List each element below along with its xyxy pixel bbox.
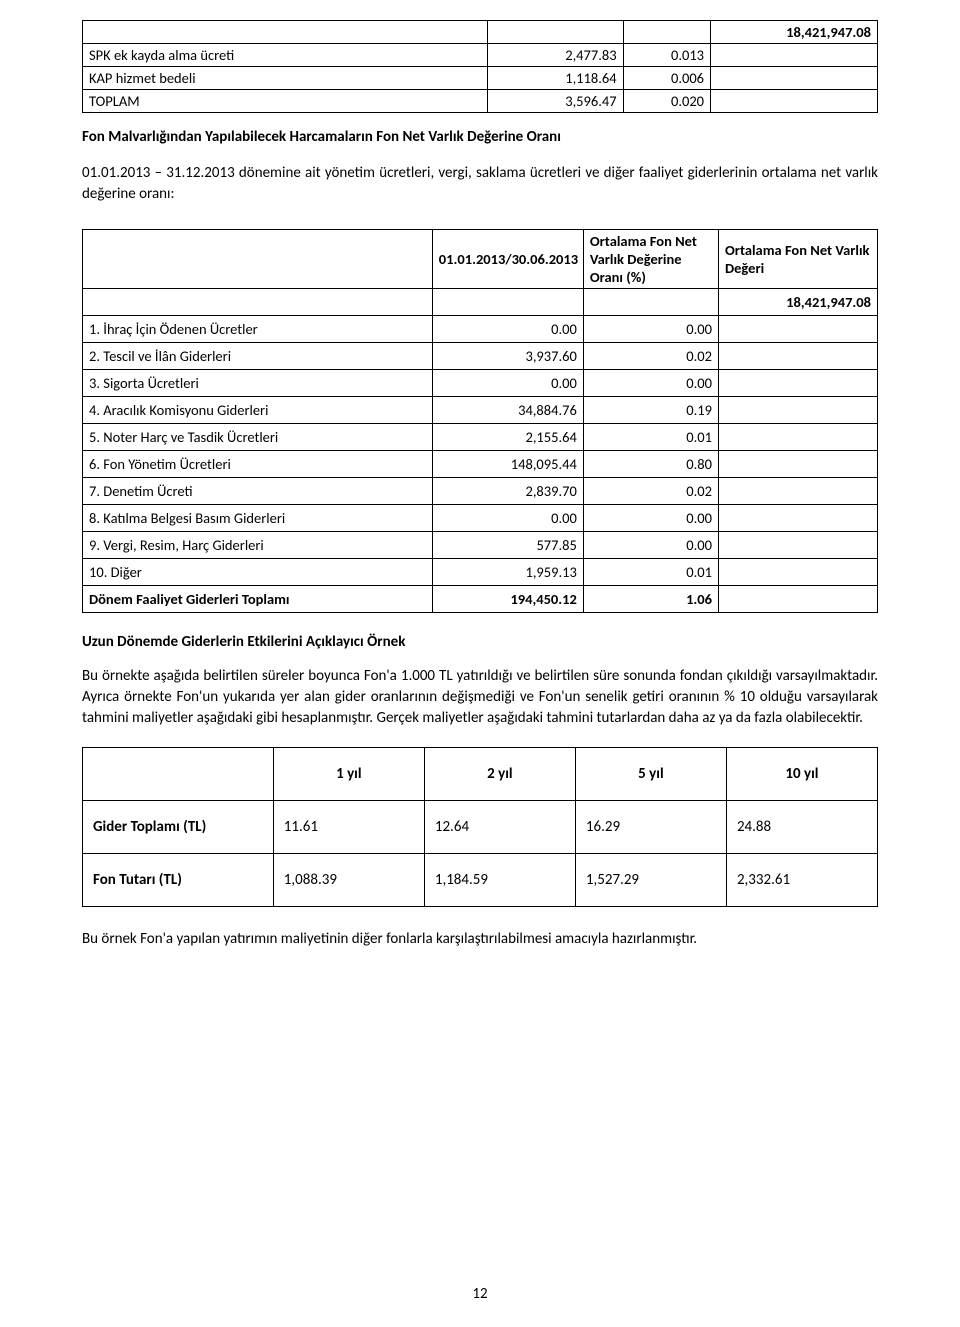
table-cell: [718, 478, 877, 505]
table-cell: 0.02: [583, 343, 718, 370]
table-cell: [83, 289, 433, 316]
table-cell: TOPLAM: [83, 90, 488, 113]
table-cell: 1.06: [583, 586, 718, 613]
table-cell: Dönem Faaliyet Giderleri Toplamı: [83, 586, 433, 613]
table-cell: 0.00: [432, 316, 583, 343]
table-cell: [711, 67, 878, 90]
table-cell: 16.29: [575, 801, 726, 854]
table-cell: 0.19: [583, 397, 718, 424]
table-header-cell: [83, 748, 274, 801]
table-cell: 1,118.64: [488, 67, 623, 90]
top-fees-table: 18,421,947.08 SPK ek kayda alma ücreti2,4…: [82, 20, 878, 113]
table-cell: 0.00: [583, 316, 718, 343]
table-cell: [583, 289, 718, 316]
table-cell: 2,839.70: [432, 478, 583, 505]
table-cell: [488, 21, 623, 44]
table-cell: 8. Katılma Belgesi Basım Giderleri: [83, 505, 433, 532]
table-cell: 11.61: [273, 801, 424, 854]
table-header-cell: 1 yıl: [273, 748, 424, 801]
table-cell: 0.006: [623, 67, 710, 90]
table-cell: 7. Denetim Ücreti: [83, 478, 433, 505]
table-cell: [718, 343, 877, 370]
table-cell: 2,155.64: [432, 424, 583, 451]
table-cell: 0.02: [583, 478, 718, 505]
table-cell: 2,332.61: [726, 854, 877, 907]
table-header-cell: 10 yıl: [726, 748, 877, 801]
page-number: 12: [0, 1285, 960, 1303]
table-cell: 0.00: [583, 505, 718, 532]
table-cell: 9. Vergi, Resim, Harç Giderleri: [83, 532, 433, 559]
table-header-cell: Ortalama Fon Net Varlık Değeri: [718, 230, 877, 289]
table-header-cell: 2 yıl: [424, 748, 575, 801]
table-cell: 1,959.13: [432, 559, 583, 586]
table-cell: [711, 44, 878, 67]
table-cell: [718, 586, 877, 613]
table-cell: 1,184.59: [424, 854, 575, 907]
table-cell: [718, 397, 877, 424]
table-cell: Fon Tutarı (TL): [83, 854, 274, 907]
table-header-cell: 5 yıl: [575, 748, 726, 801]
year-projection-table: 1 yıl2 yıl5 yıl10 yılGider Toplamı (TL)1…: [82, 747, 878, 907]
table-cell: 0.00: [432, 505, 583, 532]
table-cell: 0.00: [583, 532, 718, 559]
table-cell: 0.013: [623, 44, 710, 67]
table-cell: 0.01: [583, 559, 718, 586]
table-cell: 3,937.60: [432, 343, 583, 370]
table-header-cell: Ortalama Fon Net Varlık Değerine Oranı (…: [583, 230, 718, 289]
table-cell: 3,596.47: [488, 90, 623, 113]
table-header-cell: 01.01.2013/30.06.2013: [432, 230, 583, 289]
table-cell: 18,421,947.08: [718, 289, 877, 316]
table-cell: 2,477.83: [488, 44, 623, 67]
intro-heading: Fon Malvarlığından Yapılabilecek Harcama…: [82, 127, 878, 148]
table-cell: [432, 289, 583, 316]
table-cell: 194,450.12: [432, 586, 583, 613]
table-cell: 10. Diğer: [83, 559, 433, 586]
table-cell: SPK ek kayda alma ücreti: [83, 44, 488, 67]
table-cell: KAP hizmet bedeli: [83, 67, 488, 90]
table-cell: [718, 370, 877, 397]
table-cell: 3. Sigorta Ücretleri: [83, 370, 433, 397]
example-paragraph: Bu örnekte aşağıda belirtilen süreler bo…: [82, 666, 878, 729]
table-cell: 18,421,947.08: [711, 21, 878, 44]
table-cell: [83, 21, 488, 44]
table-cell: 6. Fon Yönetim Ücretleri: [83, 451, 433, 478]
expense-breakdown-table: 01.01.2013/30.06.2013Ortalama Fon Net Va…: [82, 229, 878, 613]
table-cell: 12.64: [424, 801, 575, 854]
table-cell: 0.80: [583, 451, 718, 478]
table-cell: [711, 90, 878, 113]
table-cell: [718, 532, 877, 559]
table-cell: 0.020: [623, 90, 710, 113]
table-cell: [718, 559, 877, 586]
table-cell: [718, 451, 877, 478]
table-header-cell: [83, 230, 433, 289]
table-cell: 34,884.76: [432, 397, 583, 424]
table-cell: 1,088.39: [273, 854, 424, 907]
table-cell: 5. Noter Harç ve Tasdik Ücretleri: [83, 424, 433, 451]
table-cell: [718, 316, 877, 343]
table-cell: [623, 21, 710, 44]
table-cell: [718, 505, 877, 532]
table-cell: Gider Toplamı (TL): [83, 801, 274, 854]
table-cell: 148,095.44: [432, 451, 583, 478]
table-cell: 24.88: [726, 801, 877, 854]
table-cell: 1. İhraç İçin Ödenen Ücretler: [83, 316, 433, 343]
table-cell: 0.00: [583, 370, 718, 397]
table-cell: 4. Aracılık Komisyonu Giderleri: [83, 397, 433, 424]
table-cell: 577.85: [432, 532, 583, 559]
table-cell: 0.01: [583, 424, 718, 451]
table-cell: 2. Tescil ve İlân Giderleri: [83, 343, 433, 370]
intro-paragraph: 01.01.2013 – 31.12.2013 dönemine ait yön…: [82, 163, 878, 205]
closing-paragraph: Bu örnek Fon'a yapılan yatırımın maliyet…: [82, 929, 878, 950]
example-heading: Uzun Dönemde Giderlerin Etkilerini Açıkl…: [82, 633, 878, 651]
table-cell: 0.00: [432, 370, 583, 397]
table-cell: 1,527.29: [575, 854, 726, 907]
table-cell: [718, 424, 877, 451]
